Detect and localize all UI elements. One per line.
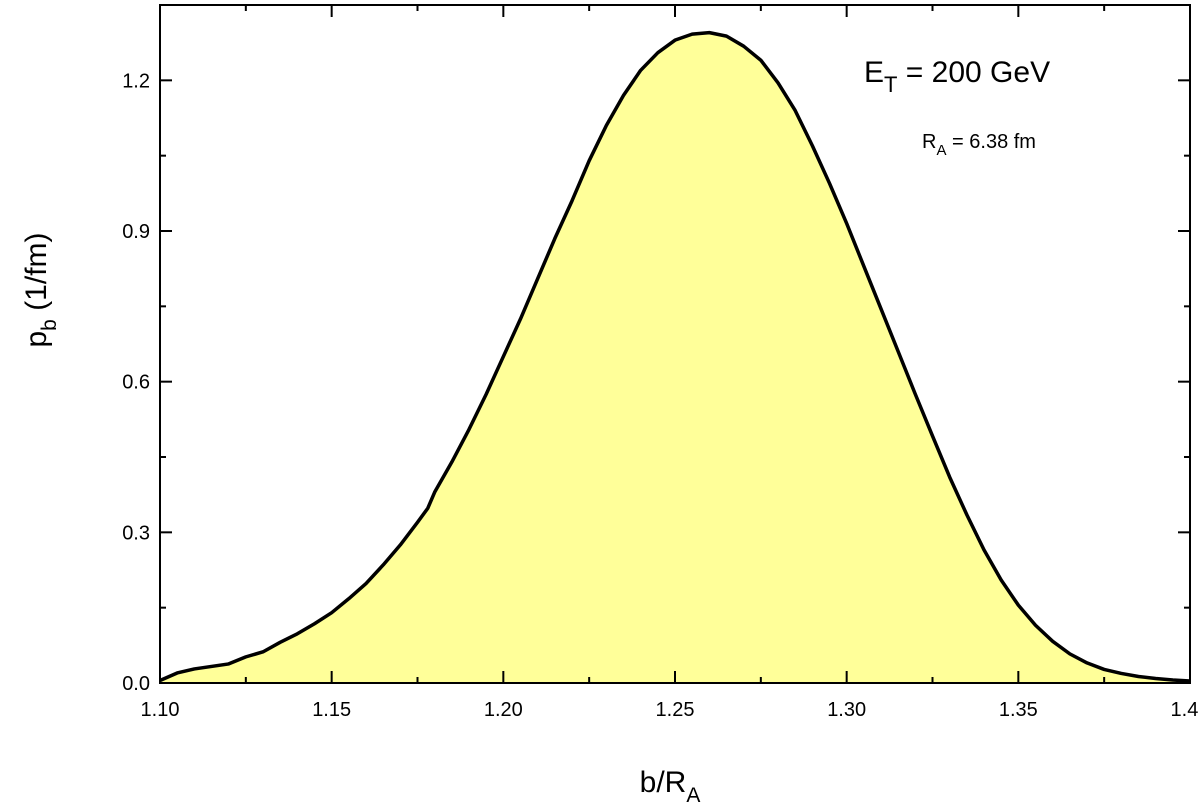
x-tick-label: 1.40 xyxy=(1171,699,1199,721)
x-tick-label: 1.15 xyxy=(312,699,351,721)
x-tick-label: 1.30 xyxy=(827,699,866,721)
y-tick-label: 0.3 xyxy=(122,522,150,544)
y-tick-label: 0.0 xyxy=(122,673,150,695)
x-axis-label: b/RA xyxy=(640,766,701,807)
y-axis-label: pb (1/fm) xyxy=(20,232,61,347)
energy-annotation: ET = 200 GeV xyxy=(864,56,1050,97)
x-tick-label: 1.20 xyxy=(484,699,523,721)
radius-annotation: RA = 6.38 fm xyxy=(922,131,1036,159)
y-tick-label: 1.2 xyxy=(122,70,150,92)
y-tick-label: 0.9 xyxy=(122,221,150,243)
curve-fill xyxy=(160,32,1190,684)
x-tick-label: 1.35 xyxy=(999,699,1038,721)
x-tick-label: 1.10 xyxy=(141,699,180,721)
x-tick-label: 1.25 xyxy=(656,699,695,721)
curve-line xyxy=(159,30,1191,683)
y-tick-label: 0.6 xyxy=(122,372,150,394)
